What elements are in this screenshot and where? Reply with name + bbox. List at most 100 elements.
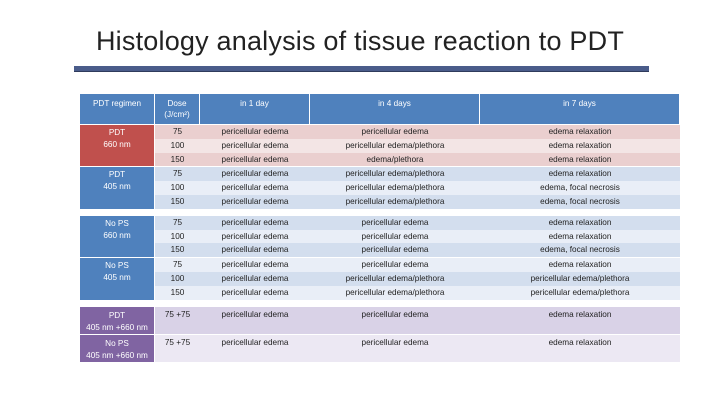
group-label-line2: 405 nm xyxy=(103,182,131,192)
day7-cell: edema relaxation xyxy=(548,309,612,319)
group-label-line1: PDT xyxy=(108,170,126,180)
dose-cell: 100 xyxy=(170,183,185,193)
dose-cell: 150 xyxy=(170,245,185,255)
title-underline xyxy=(74,66,649,72)
day4-cell: pericellular edema/plethora xyxy=(345,287,445,297)
day4-cell: pericellular edema/plethora xyxy=(345,169,445,179)
dose-cell: 75 +75 xyxy=(164,309,191,319)
group-label-line2: 660 nm xyxy=(103,140,131,149)
table-row: 75 pericellular edema pericellular edema… xyxy=(155,125,680,139)
day1-cell: pericellular edema xyxy=(221,140,289,150)
day1-cell: pericellular edema xyxy=(221,154,289,164)
group-label-line2: 405 nm xyxy=(103,273,131,283)
group-pdt-660: PDT 660 nm 75 pericellular edema pericel… xyxy=(80,124,680,167)
table-row: 150 pericellular edema pericellular edem… xyxy=(155,285,680,300)
group-label-line1: No PS xyxy=(105,338,129,348)
day7-cell: edema relaxation xyxy=(548,260,612,270)
group-label: PDT 405 nm xyxy=(80,167,155,209)
header-day1: in 1 day xyxy=(200,94,310,124)
dose-cell: 75 xyxy=(172,217,183,227)
day4-cell: pericellular edema/plethora xyxy=(345,196,445,206)
table-header-row: PDT regimen Dose (J/cm²) in 1 day in 4 d… xyxy=(80,94,680,124)
group-label-line2: 405 nm +660 nm xyxy=(86,350,148,360)
dose-cell: 75 +75 xyxy=(164,337,191,347)
dose-cell: 75 xyxy=(172,169,183,179)
dose-cell: 75 xyxy=(172,260,183,270)
table-row: 75 +75 pericellular edema pericellular e… xyxy=(155,306,680,334)
day7-cell: edema relaxation xyxy=(548,337,612,347)
table-row: 150 pericellular edema pericellular edem… xyxy=(155,243,680,258)
dose-cell: 100 xyxy=(170,231,185,241)
day7-cell: edema, focal necrosis xyxy=(540,196,620,206)
day1-cell: pericellular edema xyxy=(221,273,289,283)
histology-table: PDT regimen Dose (J/cm²) in 1 day in 4 d… xyxy=(80,94,680,362)
day1-cell: pericellular edema xyxy=(221,287,289,297)
day7-cell: edema relaxation xyxy=(548,154,612,164)
table-row: 150 pericellular edema pericellular edem… xyxy=(155,194,680,209)
group-pdt-405: PDT 405 nm 75 pericellular edema pericel… xyxy=(80,166,680,209)
dose-cell: 150 xyxy=(170,154,185,164)
group-label-line1: PDT xyxy=(108,128,126,137)
table-row: 100 pericellular edema pericellular edem… xyxy=(155,181,680,195)
day1-cell: pericellular edema xyxy=(221,183,289,193)
group-label: No PS 405 nm xyxy=(80,258,155,300)
group-pdt-405-660: PDT 405 nm +660 nm 75 +75 pericellular e… xyxy=(80,305,680,334)
group-nops-405: No PS 405 nm 75 pericellular edema peric… xyxy=(80,257,680,300)
table-row: 75 pericellular edema pericellular edema… xyxy=(155,215,680,230)
day4-cell: pericellular edema xyxy=(361,260,429,270)
dose-cell: 100 xyxy=(170,140,185,150)
day7-cell: edema relaxation xyxy=(548,140,612,150)
day4-cell: pericellular edema xyxy=(361,217,429,227)
group-nops-660: No PS 660 nm 75 pericellular edema peric… xyxy=(80,214,680,258)
header-day4: in 4 days xyxy=(310,94,480,124)
day7-cell: edema, focal necrosis xyxy=(540,245,620,255)
day4-cell: pericellular edema/plethora xyxy=(345,273,445,283)
table-row: 75 pericellular edema pericellular edema… xyxy=(155,258,680,272)
day1-cell: pericellular edema xyxy=(221,309,289,319)
slide-title: Histology analysis of tissue reaction to… xyxy=(95,26,625,56)
dose-cell: 75 xyxy=(172,127,183,136)
dose-cell: 100 xyxy=(170,273,185,283)
group-label: PDT 405 nm +660 nm xyxy=(80,306,155,334)
header-day7: in 7 days xyxy=(480,94,680,124)
day7-cell: pericellular edema/plethora xyxy=(530,273,630,283)
day4-cell: pericellular edema xyxy=(361,309,429,319)
group-label: No PS 660 nm xyxy=(80,215,155,258)
header-dose: Dose (J/cm²) xyxy=(155,94,200,124)
day1-cell: pericellular edema xyxy=(221,169,289,179)
day7-cell: edema relaxation xyxy=(548,217,612,227)
day7-cell: edema relaxation xyxy=(548,127,612,136)
table-row: 75 +75 pericellular edema pericellular e… xyxy=(155,334,680,362)
day7-cell: edema relaxation xyxy=(548,169,612,179)
group-label-line2: 660 nm xyxy=(103,230,131,240)
group-nops-405-660: No PS 405 nm +660 nm 75 +75 pericellular… xyxy=(80,333,680,362)
table-row: 100 pericellular edema pericellular edem… xyxy=(155,138,680,153)
day7-cell: edema relaxation xyxy=(548,231,612,241)
day4-cell: pericellular edema xyxy=(361,127,429,136)
group-spacer xyxy=(80,208,680,215)
group-label-line2: 405 nm +660 nm xyxy=(86,322,148,332)
group-spacer xyxy=(80,299,680,306)
dose-cell: 150 xyxy=(170,287,185,297)
day1-cell: pericellular edema xyxy=(221,245,289,255)
dose-cell: 150 xyxy=(170,196,185,206)
day1-cell: pericellular edema xyxy=(221,260,289,270)
day4-cell: pericellular edema xyxy=(361,245,429,255)
group-label-line1: No PS xyxy=(105,218,129,228)
day4-cell: edema/plethora xyxy=(366,154,424,164)
header-regimen: PDT regimen xyxy=(80,94,155,124)
day7-cell: pericellular edema/plethora xyxy=(530,287,630,297)
table-row: 100 pericellular edema pericellular edem… xyxy=(155,229,680,244)
header-dose-line1: Dose xyxy=(167,99,187,108)
day4-cell: pericellular edema/plethora xyxy=(345,183,445,193)
table-row: 75 pericellular edema pericellular edema… xyxy=(155,167,680,182)
group-label-line1: No PS xyxy=(105,261,129,271)
day7-cell: edema, focal necrosis xyxy=(540,183,620,193)
group-label-line1: PDT xyxy=(108,310,126,320)
group-label: PDT 660 nm xyxy=(80,125,155,167)
table-row: 150 pericellular edema edema/plethora ed… xyxy=(155,152,680,167)
day4-cell: pericellular edema xyxy=(361,231,429,241)
day4-cell: pericellular edema xyxy=(361,337,429,347)
day1-cell: pericellular edema xyxy=(221,337,289,347)
day1-cell: pericellular edema xyxy=(221,127,289,136)
